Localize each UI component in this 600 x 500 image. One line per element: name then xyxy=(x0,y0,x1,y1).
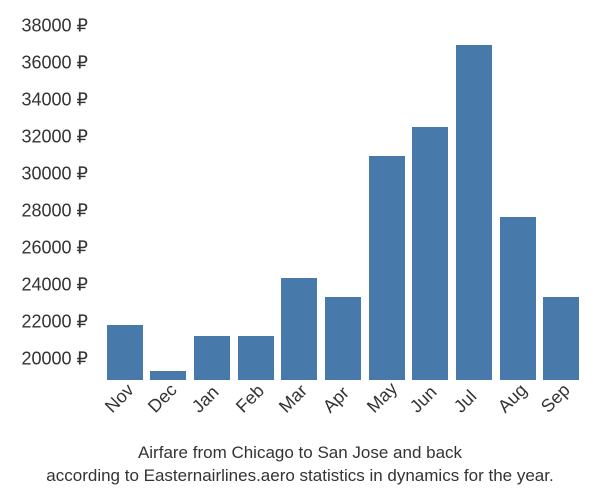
x-label-slot: Aug xyxy=(499,384,537,444)
x-tick-label: Dec xyxy=(144,380,181,417)
bar xyxy=(238,336,274,380)
bar xyxy=(543,297,579,380)
plot-area xyxy=(100,10,580,380)
bar xyxy=(456,45,492,380)
bar-slot xyxy=(193,336,231,380)
y-tick-label: 38000 ₽ xyxy=(21,16,88,37)
x-tick-label: Nov xyxy=(101,380,138,417)
y-tick-label: 32000 ₽ xyxy=(21,127,88,148)
bar-slot xyxy=(281,278,319,380)
bar xyxy=(194,336,230,380)
x-tick-label: Jul xyxy=(450,386,481,417)
bar-slot xyxy=(411,127,449,380)
x-tick-label: Jan xyxy=(188,382,223,417)
caption-line-1: Airfare from Chicago to San Jose and bac… xyxy=(10,442,590,465)
bar xyxy=(107,325,143,381)
bars-group xyxy=(100,10,580,380)
bar-slot xyxy=(324,297,362,380)
caption-line-2: according to Easternairlines.aero statis… xyxy=(10,465,590,488)
bar-slot xyxy=(237,336,275,380)
x-label-slot: Dec xyxy=(150,384,188,444)
y-tick-label: 36000 ₽ xyxy=(21,53,88,74)
x-label-slot: Nov xyxy=(106,384,144,444)
x-label-slot: May xyxy=(368,384,406,444)
bar-slot xyxy=(542,297,580,380)
x-label-slot: Jan xyxy=(193,384,231,444)
bar-slot xyxy=(106,325,144,381)
y-tick-label: 34000 ₽ xyxy=(21,90,88,111)
x-tick-label: Apr xyxy=(319,383,354,418)
y-tick-label: 24000 ₽ xyxy=(21,275,88,296)
x-tick-label: May xyxy=(363,378,402,417)
bar-slot xyxy=(368,156,406,380)
x-label-slot: Jun xyxy=(411,384,449,444)
x-label-slot: Mar xyxy=(281,384,319,444)
x-tick-label: Aug xyxy=(494,380,531,417)
y-tick-label: 26000 ₽ xyxy=(21,238,88,259)
y-tick-label: 28000 ₽ xyxy=(21,201,88,222)
bar xyxy=(412,127,448,380)
x-tick-label: Jun xyxy=(406,382,441,417)
bar-slot xyxy=(499,217,537,380)
x-tick-label: Mar xyxy=(275,380,312,417)
bar-slot xyxy=(455,45,493,380)
bar-slot xyxy=(150,371,188,380)
y-axis: 20000 ₽ 22000 ₽ 24000 ₽ 26000 ₽ 28000 ₽ 30000… xyxy=(0,10,100,380)
chart-caption: Airfare from Chicago to San Jose and bac… xyxy=(0,442,600,488)
bar xyxy=(500,217,536,380)
bar xyxy=(281,278,317,380)
x-label-slot: Jul xyxy=(455,384,493,444)
x-tick-label: Feb xyxy=(232,380,269,417)
x-label-slot: Sep xyxy=(542,384,580,444)
bar xyxy=(369,156,405,380)
x-label-slot: Feb xyxy=(237,384,275,444)
y-tick-label: 22000 ₽ xyxy=(21,312,88,333)
y-tick-label: 30000 ₽ xyxy=(21,164,88,185)
x-axis: NovDecJanFebMarAprMayJunJulAugSep xyxy=(100,384,580,444)
x-label-slot: Apr xyxy=(324,384,362,444)
bar xyxy=(150,371,186,380)
airfare-bar-chart: 20000 ₽ 22000 ₽ 24000 ₽ 26000 ₽ 28000 ₽ 30000… xyxy=(0,0,600,500)
y-tick-label: 20000 ₽ xyxy=(21,349,88,370)
x-tick-label: Sep xyxy=(537,380,574,417)
bar xyxy=(325,297,361,380)
